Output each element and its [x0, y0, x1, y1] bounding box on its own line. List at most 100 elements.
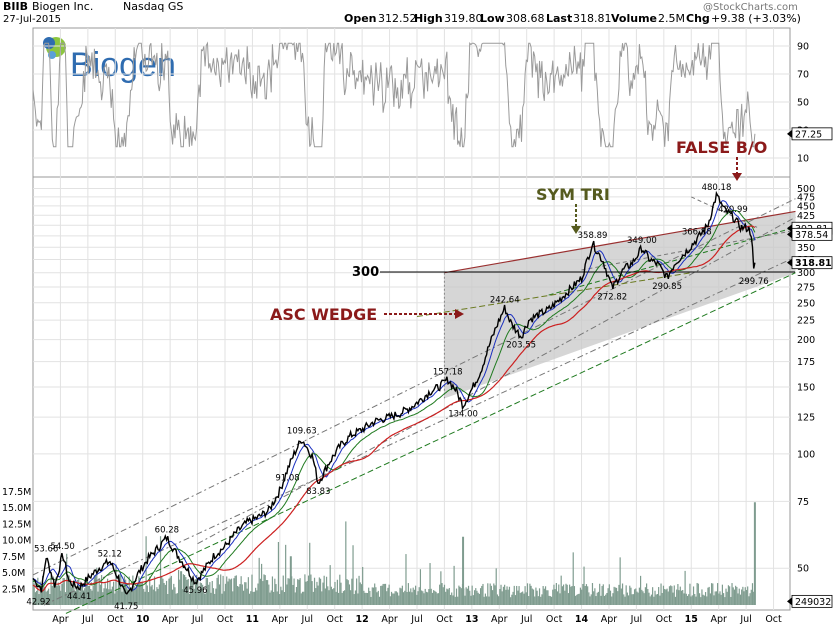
rsi-tick-label: 10 — [797, 154, 809, 165]
axis-tag-pointer — [787, 129, 792, 138]
x-tick-label: Jul — [191, 614, 203, 625]
company-name: Biogen Inc. — [32, 0, 93, 13]
high-label: High — [414, 12, 443, 25]
price-data-label: 134.00 — [448, 410, 478, 420]
x-tick-label: Oct — [765, 614, 782, 625]
price-tick-label: 250 — [797, 298, 815, 309]
volume-tick-label: 17.5M — [2, 487, 31, 498]
volume-tick-label: 15.0M — [2, 503, 31, 514]
price-data-label: 42.92 — [26, 597, 50, 607]
annotations: FALSE B/O SYM TRI ASC WEDGE 300 — [270, 138, 795, 324]
x-tick-label: Oct — [326, 614, 343, 625]
ma-green-line — [32, 209, 756, 588]
sym-tri-label: SYM TRI — [536, 185, 610, 204]
x-tick-label: Jul — [630, 614, 642, 625]
x-tick-label: 15 — [685, 614, 698, 625]
level-300-label: 300 — [352, 265, 379, 280]
high-value: 319.80 — [444, 12, 483, 25]
price-data-label: 366.88 — [682, 228, 712, 238]
volume-tick-label: 7.5M — [2, 552, 25, 563]
trend-line — [65, 272, 796, 614]
exchange-name: Nasdaq GS — [123, 0, 183, 13]
rsi-series-line — [32, 41, 756, 148]
price-data-label: 52.12 — [98, 549, 122, 559]
price-tick-label: 225 — [797, 316, 815, 327]
price-data-label: 45.96 — [183, 586, 207, 596]
price-tick-label: 350 — [797, 243, 815, 254]
open-value: 312.52 — [378, 12, 417, 25]
chg-value: +9.38 (+3.03%) — [711, 12, 801, 25]
last-label: Last — [546, 12, 572, 25]
x-tick-label: Oct — [436, 614, 453, 625]
last-value: 318.81 — [573, 12, 612, 25]
rsi-tick-label: 50 — [797, 98, 809, 109]
price-data-label: 242.64 — [490, 296, 520, 306]
volume-tick-label: 12.5M — [2, 519, 31, 530]
trend-line — [548, 226, 796, 296]
axis-tag-pointer — [787, 230, 792, 239]
price-series-line — [32, 190, 756, 595]
price-tick-label: 275 — [797, 283, 815, 294]
x-tick-label: Jul — [301, 614, 313, 625]
price-data-label: 109.63 — [287, 427, 317, 437]
ticker-symbol: BIIB — [3, 0, 28, 13]
false-bo-arrowhead — [732, 173, 742, 181]
x-tick-label: Jul — [739, 614, 751, 625]
axis-tag-label: 378.54 — [795, 230, 828, 241]
x-tick-label: Apr — [601, 614, 618, 625]
wedge-fill — [444, 211, 796, 399]
volume-tick-label: 10.0M — [2, 536, 31, 547]
price-tick-label: 125 — [797, 413, 815, 424]
volume-tick-label: 5.0M — [2, 568, 25, 579]
axis-tag-label: 318.81 — [795, 258, 832, 269]
false-bo-label: FALSE B/O — [676, 138, 767, 157]
x-tick-label: Jul — [410, 614, 422, 625]
stockcharts-watermark: @StockCharts.com — [703, 2, 798, 13]
price-tick-label: 150 — [797, 383, 815, 394]
x-tick-label: 13 — [465, 614, 478, 625]
x-tick-label: Jul — [81, 614, 93, 625]
sym-tri-arrowhead — [571, 226, 581, 234]
x-tick-label: 12 — [356, 614, 369, 625]
x-tick-label: Oct — [217, 614, 234, 625]
price-tick-label: 500 — [797, 184, 815, 195]
ma-red-line — [32, 225, 756, 593]
x-tick-label: Jul — [520, 614, 532, 625]
price-tick-label: 475 — [797, 192, 815, 203]
x-tick-label: Oct — [656, 614, 673, 625]
x-tick-label: 10 — [136, 614, 150, 625]
price-data-label: 91.08 — [275, 473, 299, 483]
trend-line — [691, 196, 758, 228]
price-tick-label: 300 — [797, 268, 815, 279]
trend-line — [32, 198, 796, 576]
price-data-label: 349.00 — [627, 236, 657, 246]
price-line — [32, 190, 756, 595]
x-tick-label: Apr — [52, 614, 69, 625]
x-tick-label: Oct — [546, 614, 563, 625]
x-tick-label: 11 — [246, 614, 259, 625]
price-data-label: 420.99 — [718, 205, 748, 215]
price-tick-label: 75 — [797, 497, 809, 508]
x-tick-label: Apr — [381, 614, 398, 625]
axis-tag-label: 27.25 — [795, 129, 822, 140]
rsi-tick-label: 70 — [797, 70, 809, 81]
x-tick-label: Apr — [491, 614, 508, 625]
price-tick-label: 175 — [797, 357, 815, 368]
rsi-tick-label: 90 — [797, 42, 809, 53]
open-label: Open — [344, 12, 377, 25]
volume-bars — [32, 502, 756, 605]
volume-value: 2.5M — [658, 12, 685, 25]
chart-date: 27-Jul-2015 — [3, 14, 61, 25]
trend-lines — [32, 196, 796, 614]
price-data-label: 83.83 — [306, 487, 330, 497]
axis-tag-pointer — [787, 224, 792, 233]
price-tick-label: 425 — [797, 211, 815, 222]
chg-label: Chg — [686, 12, 710, 25]
price-data-label: 203.55 — [506, 341, 536, 351]
price-tick-label: 100 — [797, 449, 815, 460]
chart-header: BIIB Biogen Inc. Nasdaq GS 27-Jul-2015 O… — [3, 0, 801, 25]
volume-tick-label: 2.5M — [2, 584, 25, 595]
